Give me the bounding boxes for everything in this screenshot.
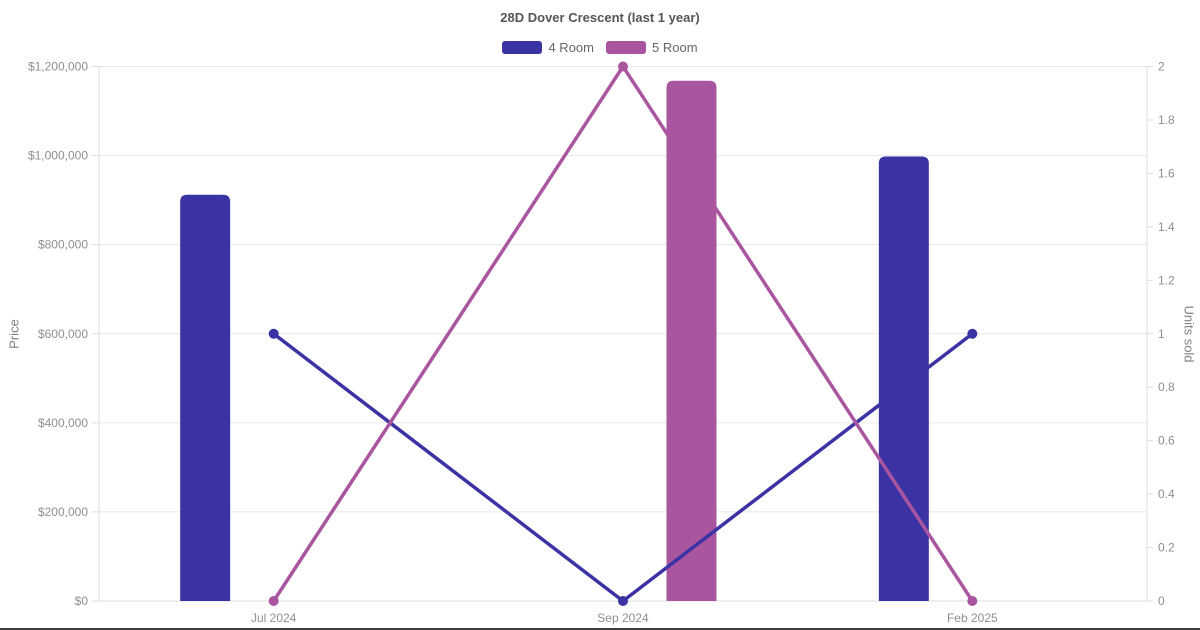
line-4-room	[272, 332, 974, 603]
left-tick-label-400000: $400,000	[38, 416, 88, 430]
legend-label-5-room: 5 Room	[652, 40, 698, 55]
legend-item-5-room[interactable]: 5 Room	[606, 40, 698, 55]
window-bottom-edge	[0, 628, 1200, 630]
left-tick-label-800000: $800,000	[38, 238, 88, 252]
legend-item-4-room[interactable]: 4 Room	[502, 40, 594, 55]
right-tick-label-1.8: 1.8	[1158, 113, 1175, 127]
left-tick-label-200000: $200,000	[38, 505, 88, 519]
bar-4-room-feb-2025[interactable]	[878, 156, 929, 601]
x-tick-label-feb-2025: Feb 2025	[947, 611, 998, 625]
left-tick-label-0: $0	[75, 594, 89, 608]
point-4-room-sep-2024[interactable]	[618, 596, 628, 606]
right-tick-label-0.6: 0.6	[1158, 434, 1175, 448]
right-tick-label-0.2: 0.2	[1158, 541, 1175, 555]
x-tick-label-jul-2024: Jul 2024	[251, 611, 297, 625]
right-tick-label-1.4: 1.4	[1158, 220, 1175, 234]
x-tick-label-sep-2024: Sep 2024	[597, 611, 649, 625]
right-tick-label-0.4: 0.4	[1158, 487, 1175, 501]
point-5-room-feb-2025[interactable]	[967, 596, 978, 606]
left-tick-label-1000000: $1,000,000	[28, 149, 88, 163]
right-tick-label-1.6: 1.6	[1158, 166, 1175, 180]
right-tick-label-2: 2	[1158, 60, 1165, 74]
right-tick-label-1.2: 1.2	[1158, 273, 1175, 287]
chart-title: 28D Dover Crescent (last 1 year)	[500, 10, 700, 25]
bar-5-room-sep-2024[interactable]	[666, 80, 717, 601]
right-tick-label-1: 1	[1158, 327, 1165, 341]
right-tick-label-0: 0	[1158, 594, 1165, 608]
legend-swatch-5-room	[606, 41, 646, 54]
right-tick-label-0.8: 0.8	[1158, 380, 1175, 394]
point-4-room-feb-2025[interactable]	[967, 328, 978, 339]
legend-label-4-room: 4 Room	[548, 40, 594, 55]
point-4-room-jul-2024[interactable]	[268, 328, 279, 339]
point-5-room-sep-2024[interactable]	[618, 61, 628, 72]
left-tick-label-1200000: $1,200,000	[28, 60, 88, 74]
point-5-room-jul-2024[interactable]	[268, 596, 279, 606]
legend-swatch-4-room	[502, 41, 543, 54]
legend: 4 Room 5 Room	[0, 40, 1200, 55]
bar-4-room-jul-2024[interactable]	[180, 194, 231, 601]
left-tick-label-600000: $600,000	[38, 327, 88, 341]
